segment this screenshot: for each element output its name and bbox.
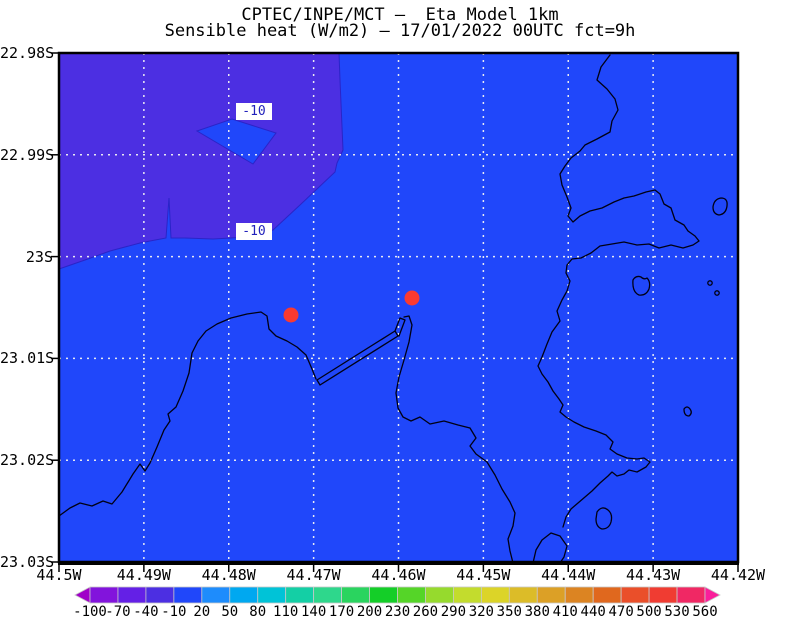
colorbar-tick-label: 560 [692,604,718,618]
colorbar-segment [313,586,342,604]
coastline-south [395,315,568,564]
colorbar-segment [341,586,370,604]
colorbar-over-arrow [704,586,721,604]
colorbar-tick-label: 530 [664,604,690,618]
colorbar-tick-label: 200 [356,604,383,618]
colorbar-tick-label: 470 [608,604,634,618]
island-small-a [683,406,692,417]
lat-tick-label: 22.99S [0,145,55,164]
colorbar-tick-label: 260 [412,604,439,618]
colorbar-tick-label: 500 [636,604,662,618]
colorbar-segment [117,586,147,604]
lon-tick-label: 44.46W [371,566,426,584]
island-bay [632,275,651,296]
lon-tick-label: 44.5W [36,566,82,584]
lon-tick-label: 44.47W [286,566,341,584]
graticule [59,53,738,562]
colorbar-tick-label: 110 [273,604,299,618]
colorbar-under-arrow [74,586,91,604]
contour-pocket [195,118,277,165]
colorbar-segment [592,586,622,604]
colorbar-tick-label: -40 [133,604,159,618]
colorbar [74,586,721,604]
colorbar-segment [145,586,175,604]
contour-value-label: -10 [236,103,272,120]
colorbar-segment [89,586,119,604]
colorbar-tick-label: -100 [73,604,107,618]
lon-tick-label: 44.42W [710,566,766,584]
colorbar-tick-label: 440 [580,604,606,618]
lon-tick-label: 44.44W [541,566,596,584]
island-oval [712,197,728,216]
colorbar-tick-label: 320 [468,604,494,618]
colorbar-segment [508,586,538,604]
colorbar-segment [564,586,594,604]
colorbar-tick-label: 20 [193,604,211,618]
colorbar-segment [425,586,454,604]
colorbar-segment [173,586,203,604]
colorbar-segment [257,586,287,604]
colorbar-segment [536,586,566,604]
lat-tick-label: 23S [25,247,53,266]
colorbar-segment [480,586,510,604]
lon-tick-label: 44.43W [626,566,681,584]
colorbar-segment [676,586,706,604]
coastline-west [58,311,317,517]
contour-value-label: -10 [236,223,272,240]
negative-heat-region [58,52,344,270]
islet-a [707,280,713,286]
lat-tick-label: 23.02S [0,451,55,470]
colorbar-segment [648,586,678,604]
islet-b [714,290,720,296]
colorbar-segment [453,586,482,604]
colorbar-tick-label: 380 [524,604,550,618]
island-round [595,507,613,530]
colorbar-tick-label: 170 [328,604,355,618]
colorbar-tick-label: -70 [105,604,131,618]
colorbar-tick-label: 50 [221,604,239,618]
lat-tick-label: 23.01S [0,349,55,368]
station-marker [404,290,420,306]
colorbar-tick-label: 350 [496,604,522,618]
colorbar-tick-label: 410 [552,604,578,618]
colorbar-tick-label: -10 [161,604,187,618]
colorbar-segment [620,586,650,604]
pier-outline [316,317,406,386]
lat-tick-label: 23.03S [0,553,55,571]
lon-tick-label: 44.48W [201,566,256,584]
lon-tick-label: 44.49W [116,566,171,584]
station-marker [283,307,299,323]
colorbar-tick-label: 290 [440,604,467,618]
colorbar-segment [229,586,259,604]
lon-tick-label: 44.45W [456,566,511,584]
colorbar-segment [397,586,426,604]
colorbar-tick-label: 140 [300,604,327,618]
coastline-east [537,54,700,528]
chart-title: CPTEC/INPE/MCT — Eta Model 1km [241,5,559,25]
coastlines [58,54,728,564]
colorbar-segment [201,586,231,604]
colorbar-segment [285,586,315,604]
colorbar-tick-label: 230 [384,604,411,618]
colorbar-tick-label: 80 [249,604,267,618]
colorbar-segment [369,586,398,604]
markers-layer [51,52,739,572]
lat-tick-label: 22.98S [0,44,55,62]
chart-subtitle: Sensible heat (W/m2) — 17/01/2022 00UTC … [164,21,636,41]
